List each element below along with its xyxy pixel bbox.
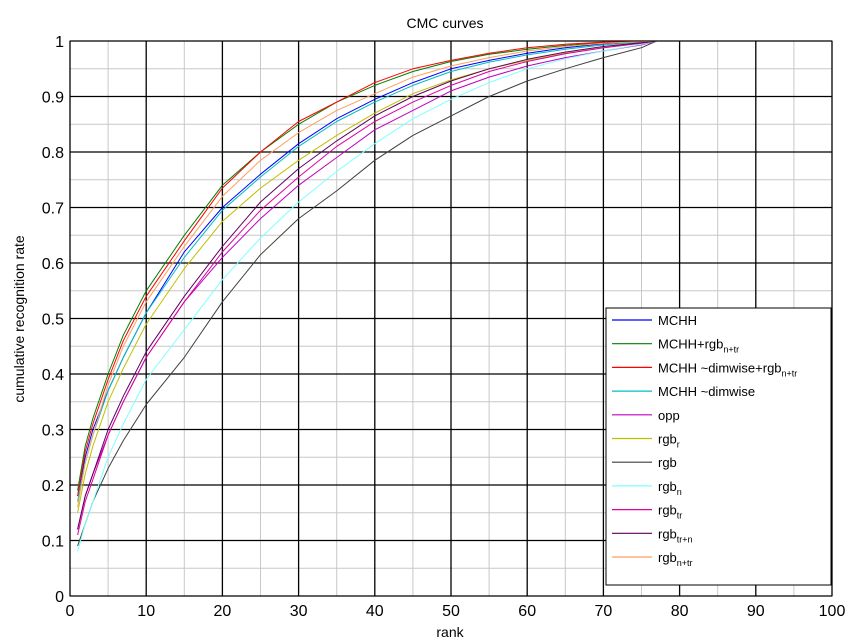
y-tick-label: 0.3: [42, 423, 64, 440]
y-tick-label: 1: [55, 34, 64, 51]
x-tick-label: 10: [137, 603, 155, 620]
x-tick-label: 40: [366, 603, 384, 620]
legend-entry: rgb: [658, 455, 677, 470]
y-tick-label: 0.2: [42, 478, 64, 495]
x-tick-label: 20: [214, 603, 232, 620]
series-line-6: [77, 40, 657, 547]
y-tick-label: 0.6: [42, 256, 64, 273]
series-line-5: [77, 40, 657, 513]
series-line-3: [77, 40, 657, 502]
y-tick-labels: 0 0.1 0.2 0.3 0.4 0.5 0.6 0.7 0.8 0.9 1: [42, 34, 64, 606]
y-tick-label: 0.9: [42, 90, 64, 107]
x-tick-label: 0: [66, 603, 75, 620]
series-line-9: [77, 40, 657, 530]
y-tick-label: 0.5: [42, 312, 64, 329]
x-axis-label: rank: [436, 624, 464, 640]
y-tick-label: 0.7: [42, 201, 64, 218]
series-line-2: [77, 40, 657, 497]
legend-entry: rgbr: [658, 432, 680, 450]
x-tick-label: 30: [290, 603, 308, 620]
y-tick-label: 0.8: [42, 145, 64, 162]
y-tick-label: 0.4: [42, 367, 64, 384]
legend-entry: MCHH: [658, 313, 697, 328]
plot-frame: [69, 40, 833, 597]
legend-box: [605, 307, 832, 586]
legend-entry: rgbn: [658, 479, 682, 497]
y-tick-label: 0: [55, 589, 64, 606]
y-tick-label: 0.1: [42, 534, 64, 551]
legend: MCHH MCHH+rgbn+tr MCHH ~dimwise+rgbn+tr MCH…: [605, 307, 832, 586]
series-line-1: [77, 40, 657, 491]
legend-entry: opp: [658, 408, 680, 423]
x-tick-label: 80: [671, 603, 689, 620]
legend-entry: MCHH ~dimwise: [658, 384, 755, 399]
legend-entry: MCHH ~dimwise+rgbn+tr: [658, 360, 797, 378]
x-tick-label: 60: [518, 603, 536, 620]
series-line-8: [77, 40, 657, 536]
chart-title: CMC curves: [406, 15, 483, 31]
x-tick-label: 100: [819, 603, 846, 620]
series-line-7: [77, 40, 657, 552]
legend-entry: rgbtr+n: [658, 526, 693, 544]
x-tick-label: 50: [442, 603, 460, 620]
x-tick-label: 90: [747, 603, 765, 620]
legend-entry: MCHH+rgbn+tr: [658, 337, 739, 355]
x-tick-labels: 0 10 20 30 40 50 60 70 80 90 100: [66, 603, 846, 620]
series-line-10: [77, 40, 657, 508]
legend-entry: rgbn+tr: [658, 550, 693, 568]
y-axis-label: cumulative recognition rate: [11, 235, 27, 403]
legend-entry: rgbtr: [658, 503, 682, 521]
series-lines: [77, 40, 657, 552]
x-tick-label: 70: [595, 603, 613, 620]
